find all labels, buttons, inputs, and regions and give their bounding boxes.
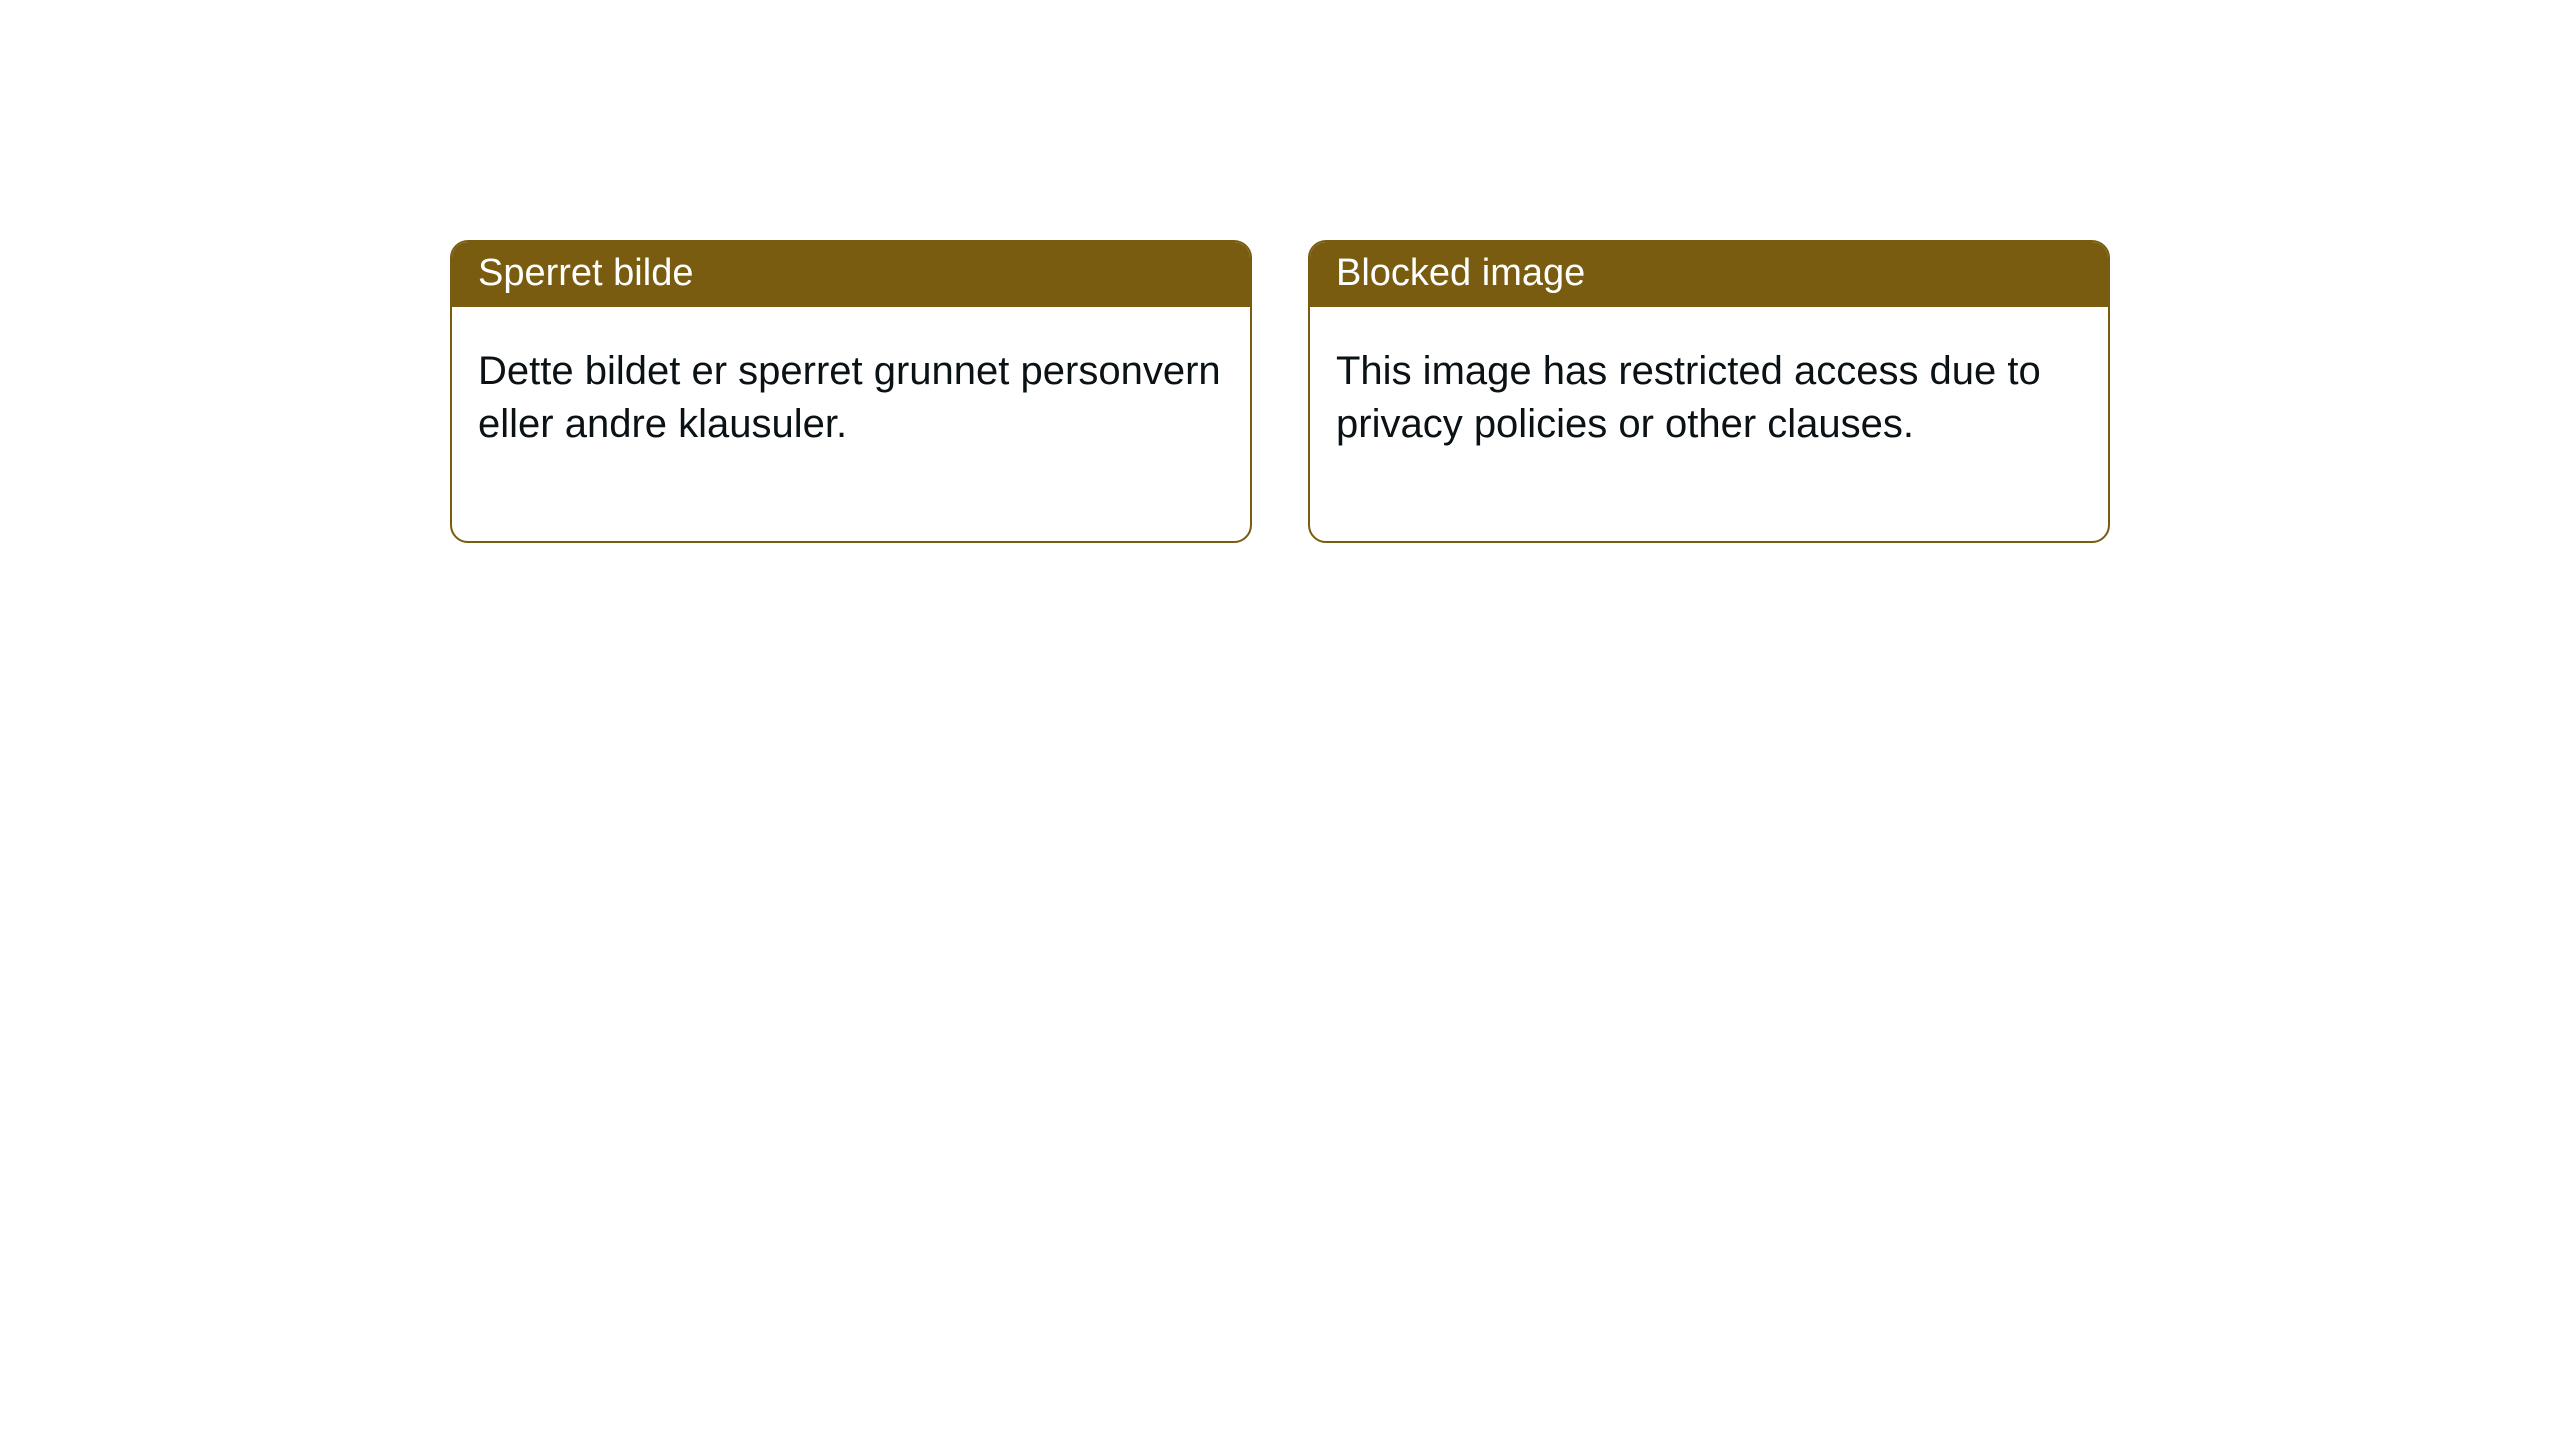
- card-body: This image has restricted access due to …: [1310, 307, 2108, 541]
- card-title: Blocked image: [1310, 242, 2108, 307]
- card-body: Dette bildet er sperret grunnet personve…: [452, 307, 1250, 541]
- notice-card-norwegian: Sperret bilde Dette bildet er sperret gr…: [450, 240, 1252, 543]
- notice-card-english: Blocked image This image has restricted …: [1308, 240, 2110, 543]
- card-title: Sperret bilde: [452, 242, 1250, 307]
- notice-container: Sperret bilde Dette bildet er sperret gr…: [0, 0, 2560, 543]
